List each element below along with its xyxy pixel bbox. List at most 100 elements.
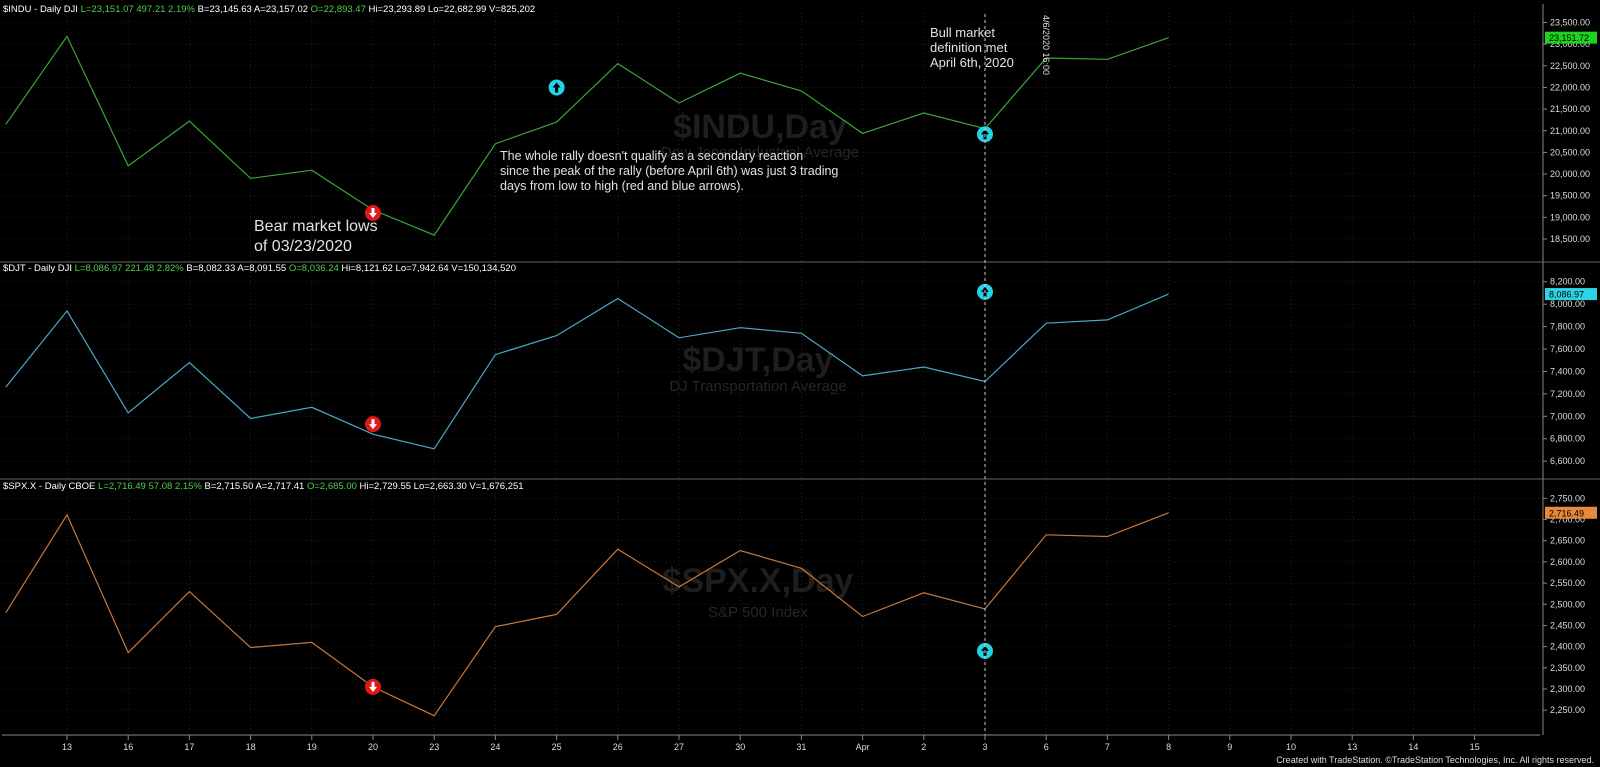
panel-header-field: Hi=23,293.89 Lo=22,682.99 V=825,202	[369, 4, 536, 15]
panel-header-field: O=22,893.47	[311, 4, 369, 15]
x-tick-label: 31	[796, 742, 806, 752]
y-tick-label: 2,300.00	[1550, 684, 1585, 694]
red-down-arrow-icon	[365, 678, 381, 695]
panel-header: $INDU - Daily DJI L=23,151.07 497.21 2.1…	[3, 4, 535, 15]
y-tick-label: 2,500.00	[1550, 599, 1585, 609]
x-tick-label: 30	[735, 742, 745, 752]
panel-header-field: Hi=2,729.55 Lo=2,663.30 V=1,676,251	[360, 481, 524, 492]
y-tick-label: 7,600.00	[1550, 344, 1585, 354]
y-tick-label: 20,500.00	[1550, 147, 1590, 157]
x-tick-label: 17	[184, 742, 194, 752]
last-value-label: 23,151.72	[1549, 33, 1589, 43]
last-value-label: 2,716.49	[1549, 508, 1584, 518]
last-value-label: 8,086.97	[1549, 290, 1584, 300]
panel-header-field: L=2,716.49	[98, 481, 148, 492]
y-tick-label: 21,500.00	[1550, 104, 1590, 114]
panel-watermark-subtitle: Dow Jones Industrial Average	[661, 144, 859, 161]
y-tick-label: 19,500.00	[1550, 191, 1590, 201]
y-tick-label: 2,650.00	[1550, 536, 1585, 546]
last-value-badge: 2,716.49	[1545, 506, 1597, 519]
y-tick-label: 23,500.00	[1550, 17, 1590, 27]
panel-header-field: L=23,151.07	[81, 4, 137, 15]
copyright-footer: Created with TradeStation. ©TradeStation…	[1276, 755, 1594, 765]
x-tick-label: 24	[490, 742, 500, 752]
panel-header-field: 2.19%	[168, 4, 198, 15]
panel-header-field: B=23,145.63 A=23,157.02	[198, 4, 311, 15]
y-tick-label: 2,350.00	[1550, 663, 1585, 673]
red-down-arrow-icon	[365, 205, 381, 222]
x-tick-label: 27	[674, 742, 684, 752]
panel-header-field: O=2,685.00	[307, 481, 360, 492]
x-tick-label: 14	[1408, 742, 1418, 752]
x-tick-label: 18	[246, 742, 256, 752]
last-value-badge: 23,151.72	[1545, 31, 1597, 44]
panel-header-field: B=2,715.50 A=2,717.41	[204, 481, 306, 492]
panel-header-field: $INDU - Daily DJI	[3, 4, 81, 15]
x-tick-label: 2	[921, 742, 926, 752]
svg-text:of 03/23/2020: of 03/23/2020	[254, 238, 352, 255]
y-tick-label: 8,200.00	[1550, 277, 1585, 287]
x-tick-label: 13	[62, 742, 72, 752]
x-tick-label: 8	[1166, 742, 1171, 752]
svg-text:definition met: definition met	[930, 40, 1008, 55]
panel-header: $DJT - Daily DJI L=8,086.97 221.48 2.82%…	[3, 263, 516, 274]
y-tick-label: 22,000.00	[1550, 82, 1590, 92]
panel-watermark-subtitle: S&P 500 Index	[708, 604, 808, 621]
y-tick-label: 2,550.00	[1550, 578, 1585, 588]
panel-header-field: $DJT - Daily DJI	[3, 263, 75, 274]
rally-annotation: The whole rally doesn't qualify as a sec…	[500, 149, 838, 193]
x-tick-label: 6	[1044, 742, 1049, 752]
y-tick-label: 2,700.00	[1550, 515, 1585, 525]
svg-text:since the peak of the rally (b: since the peak of the rally (before Apri…	[500, 164, 838, 178]
x-tick-label: Apr	[856, 742, 870, 752]
x-tick-label: 23	[429, 742, 439, 752]
x-tick-label: 15	[1470, 742, 1480, 752]
panel-header-field: 221.48	[125, 263, 157, 274]
y-tick-label: 22,500.00	[1550, 61, 1590, 71]
last-value-badge: 8,086.97	[1545, 288, 1597, 301]
panel-header: $SPX.X - Daily CBOE L=2,716.49 57.08 2.1…	[3, 481, 524, 492]
panel-header-field: 57.08	[148, 481, 174, 492]
x-tick-label: 19	[307, 742, 317, 752]
y-tick-label: 7,800.00	[1550, 322, 1585, 332]
bear-market-annotation: Bear market lows of 03/23/2020	[254, 218, 378, 255]
svg-text:Bear market lows: Bear market lows	[254, 218, 378, 235]
x-tick-label: 9	[1227, 742, 1232, 752]
y-tick-label: 7,200.00	[1550, 389, 1585, 399]
panel-header-field: $SPX.X - Daily CBOE	[3, 481, 98, 492]
y-tick-label: 2,250.00	[1550, 705, 1585, 715]
price-series	[5, 35, 1169, 717]
panel-header-field: O=8,036.24	[289, 263, 342, 274]
y-tick-label: 2,600.00	[1550, 557, 1585, 567]
panel-watermark-title: $INDU,Day	[673, 108, 847, 146]
panel-watermark-title: $DJT,Day	[682, 341, 833, 379]
x-tick-label: 25	[552, 742, 562, 752]
svg-text:April 6th, 2020: April 6th, 2020	[930, 55, 1014, 70]
y-tick-label: 2,450.00	[1550, 620, 1585, 630]
y-tick-label: 7,000.00	[1550, 411, 1585, 421]
arrow-markers	[365, 14, 993, 735]
y-tick-label: 7,400.00	[1550, 366, 1585, 376]
svg-text:days from low to high (red and: days from low to high (red and blue arro…	[500, 179, 744, 193]
x-tick-label: 13	[1347, 742, 1357, 752]
svg-text:Bull market: Bull market	[930, 25, 995, 40]
y-tick-label: 21,000.00	[1550, 126, 1590, 136]
y-tick-label: 2,750.00	[1550, 493, 1585, 503]
djt-series-line	[5, 293, 1169, 450]
panel-header-field: B=8,082.33 A=8,091.55	[186, 263, 288, 274]
y-tick-label: 19,000.00	[1550, 212, 1590, 222]
spx-series-line	[5, 512, 1169, 717]
x-tick-label: 3	[982, 742, 987, 752]
y-tick-label: 18,500.00	[1550, 234, 1590, 244]
panel-header-field: 497.21	[136, 4, 168, 15]
y-tick-label: 6,600.00	[1550, 456, 1585, 466]
bull-market-annotation: Bull market definition met April 6th, 20…	[930, 25, 1014, 70]
x-tick-label: 20	[368, 742, 378, 752]
y-tick-label: 2,400.00	[1550, 642, 1585, 652]
panel-watermark-title: $SPX.X,Day	[663, 562, 854, 600]
x-tick-label: 10	[1286, 742, 1296, 752]
vertical-line-label: 4/6/2020 16:00	[1041, 15, 1051, 75]
svg-text:The whole rally doesn't qualif: The whole rally doesn't qualify as a sec…	[500, 149, 803, 163]
